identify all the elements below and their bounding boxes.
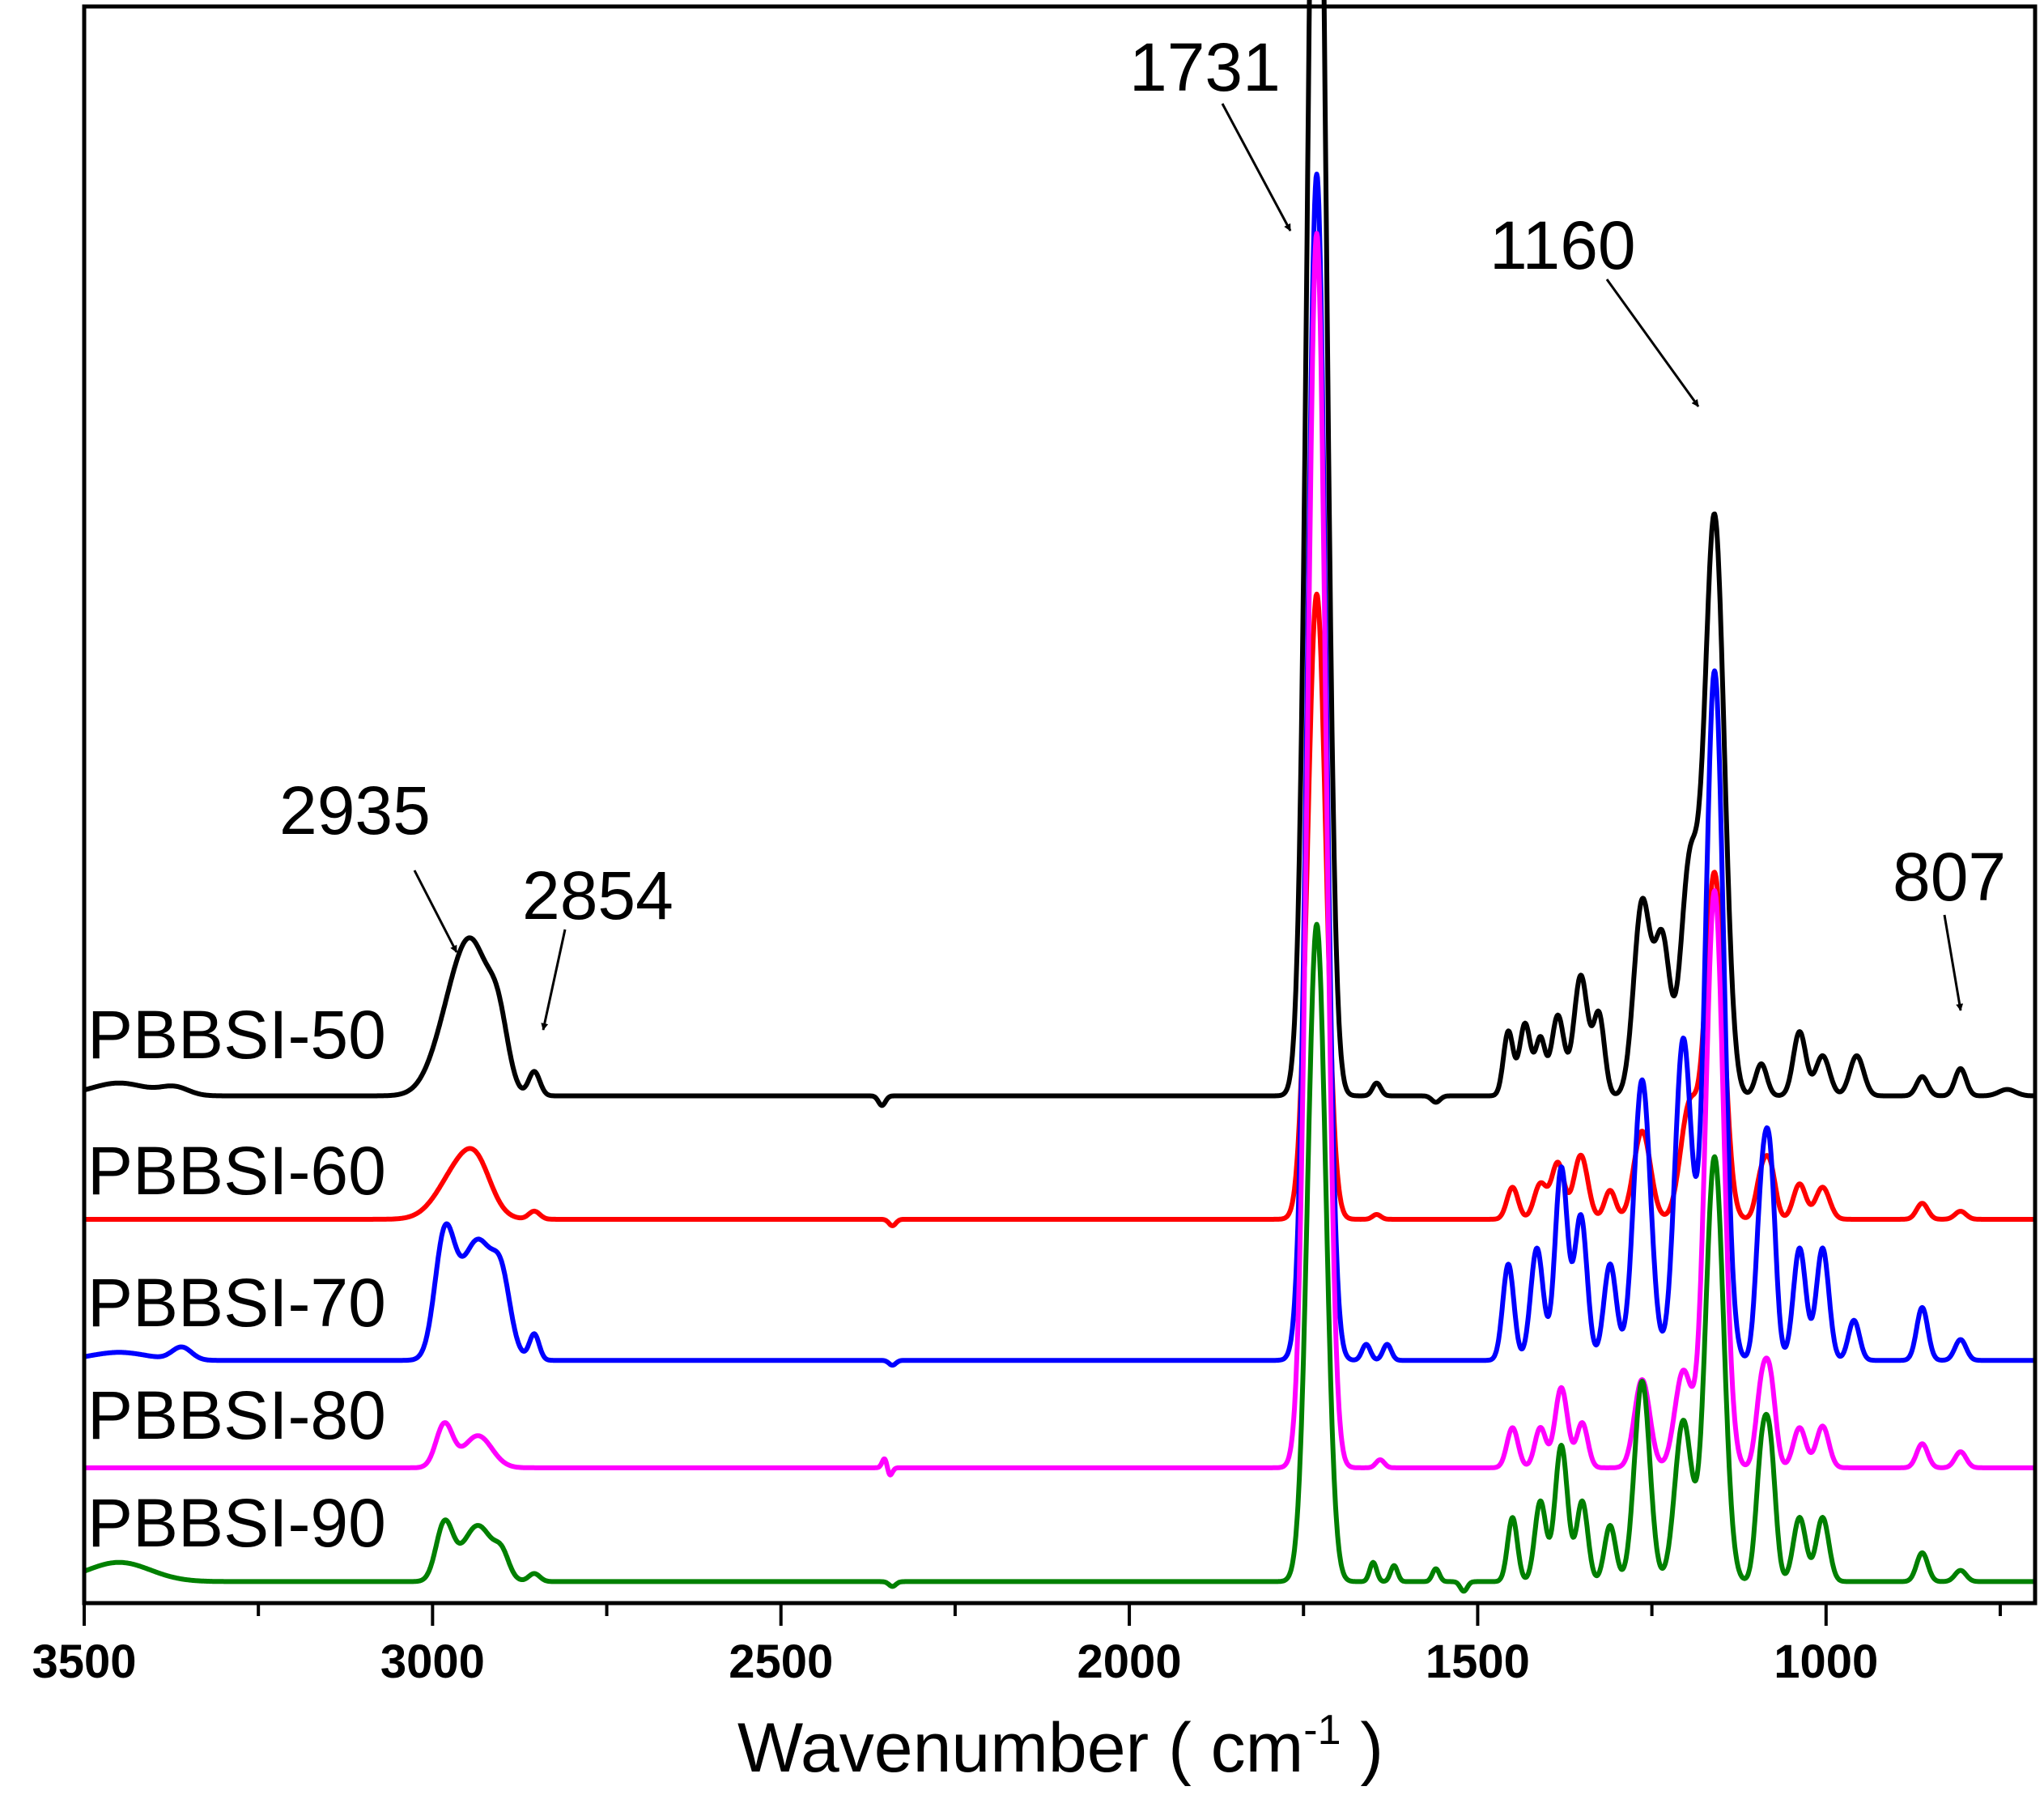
x-axis-title-close: ): [1341, 1709, 1384, 1787]
series-line-pbbsi-90: [84, 921, 2035, 1594]
series-line-pbbsi-70: [84, 172, 2035, 1368]
annotation-2854-arrow: [541, 929, 567, 1031]
annotation-2935: 2935: [279, 772, 431, 849]
annotation-807-arrow: [1943, 914, 1964, 1011]
x-tick-label-3500: 3500: [32, 1635, 136, 1688]
series-label-90: PBBSI-90: [87, 1485, 386, 1561]
series-line-pbbsi-60: [84, 591, 2035, 1228]
x-tick-label-1500: 1500: [1426, 1635, 1530, 1688]
series-line-pbbsi-50: [84, 0, 2035, 1108]
series-label-60: PBBSI-60: [87, 1133, 386, 1209]
x-axis-title: Wavenumber ( cm-1 ): [737, 1707, 1383, 1787]
x-tick-label-2500: 2500: [729, 1635, 833, 1688]
x-axis: 3500 3000 2500 2000 1500 1000: [32, 1603, 2002, 1688]
x-tick-label-1000: 1000: [1774, 1635, 1878, 1688]
series-label-80: PBBSI-80: [87, 1377, 386, 1453]
annotation-1160: 1160: [1489, 207, 1636, 283]
peak-annotations: 1731 1160 2935 2854 807: [279, 29, 2006, 1031]
series-label-50: PBBSI-50: [87, 997, 386, 1073]
annotation-1731-arrow: [1221, 103, 1292, 232]
annotation-2854: 2854: [522, 857, 674, 934]
series-label-70: PBBSI-70: [87, 1265, 386, 1341]
x-axis-title-superscript: -1: [1303, 1707, 1341, 1754]
spectra-series: [84, 0, 2035, 1594]
annotation-2935-arrow: [413, 870, 458, 953]
annotation-1160-arrow: [1605, 279, 1700, 407]
annotation-1731: 1731: [1129, 29, 1281, 105]
series-line-pbbsi-80: [84, 231, 2035, 1478]
series-labels: PBBSI-50 PBBSI-60 PBBSI-70 PBBSI-80 PBBS…: [87, 997, 386, 1561]
x-tick-label-2000: 2000: [1077, 1635, 1182, 1688]
x-tick-label-3000: 3000: [380, 1635, 485, 1688]
plot-frame: [82, 4, 2038, 1606]
x-axis-title-main: Wavenumber ( cm: [737, 1709, 1303, 1787]
annotation-807: 807: [1893, 839, 2006, 915]
